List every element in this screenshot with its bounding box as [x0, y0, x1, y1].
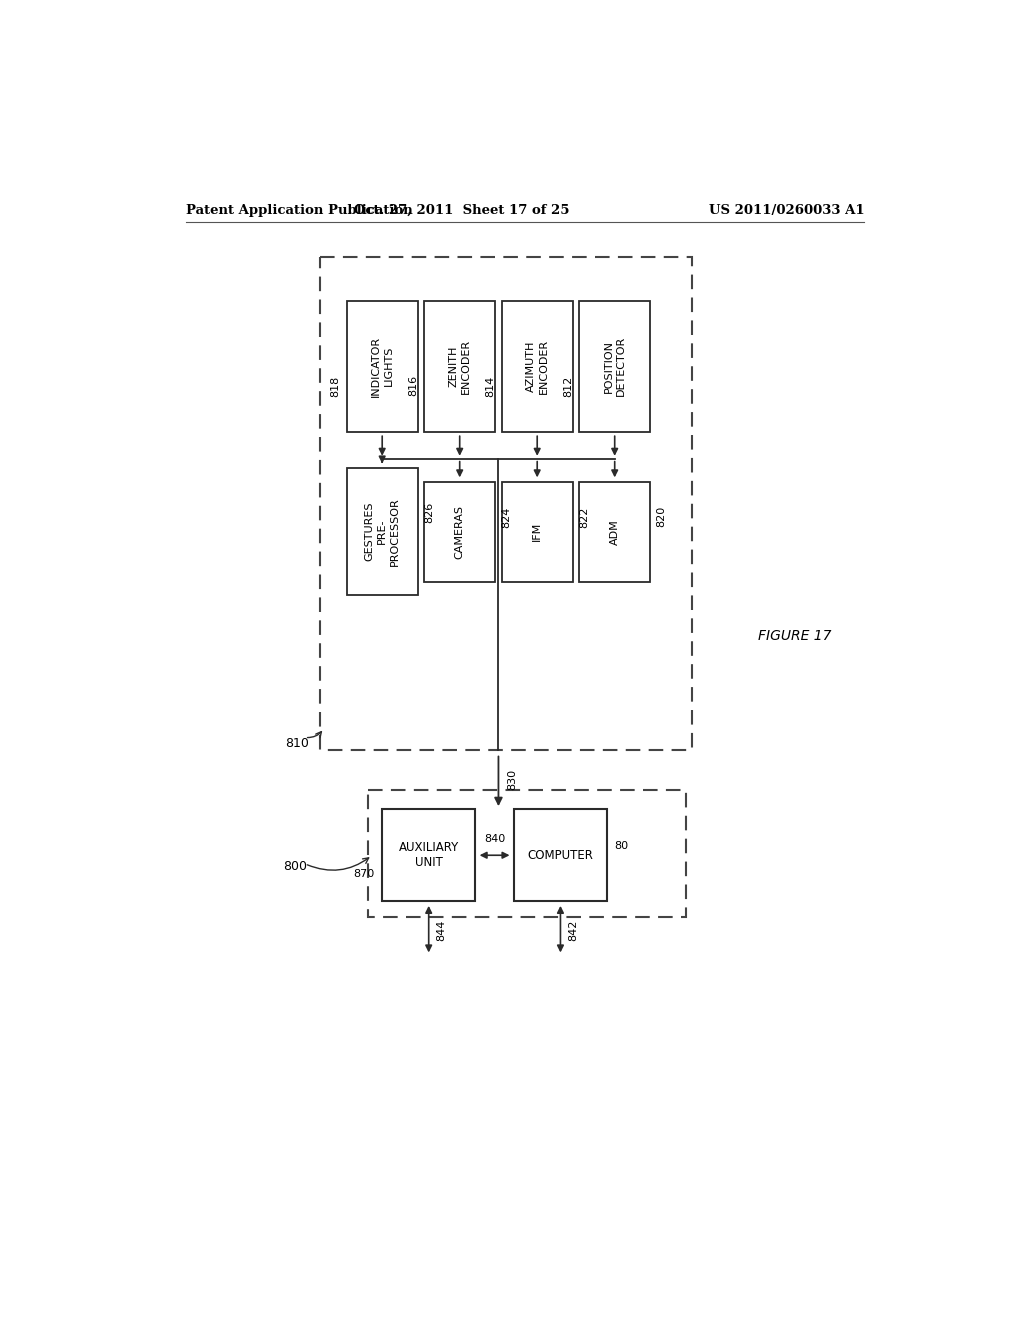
Bar	[346, 469, 418, 595]
Text: 816: 816	[408, 375, 418, 396]
Text: ZENITH
ENCODER: ZENITH ENCODER	[449, 339, 471, 393]
Text: COMPUTER: COMPUTER	[527, 849, 593, 862]
Text: IFM: IFM	[532, 523, 542, 541]
Bar	[579, 301, 650, 432]
Bar	[346, 301, 418, 432]
Text: POSITION
DETECTOR: POSITION DETECTOR	[603, 337, 626, 396]
Text: 842: 842	[568, 920, 579, 941]
Text: 820: 820	[656, 506, 667, 528]
Text: 80: 80	[614, 841, 629, 851]
Text: 822: 822	[579, 506, 589, 528]
Text: 814: 814	[485, 375, 496, 396]
Bar	[321, 257, 692, 750]
Text: INDICATOR
LIGHTS: INDICATOR LIGHTS	[371, 335, 393, 397]
Bar	[369, 789, 686, 917]
Bar	[502, 482, 572, 582]
Text: 810: 810	[285, 737, 309, 750]
Text: 870: 870	[353, 869, 375, 879]
Text: US 2011/0260033 A1: US 2011/0260033 A1	[709, 205, 864, 218]
Text: 830: 830	[508, 768, 518, 789]
Bar	[424, 301, 496, 432]
Text: 824: 824	[502, 506, 512, 528]
Text: 844: 844	[436, 920, 446, 941]
Text: 812: 812	[563, 375, 572, 396]
Bar	[382, 809, 475, 902]
Text: AUXILIARY
UNIT: AUXILIARY UNIT	[398, 841, 459, 870]
Text: GESTURES
PRE-
PROCESSOR: GESTURES PRE- PROCESSOR	[365, 498, 399, 566]
Text: 826: 826	[424, 502, 434, 523]
Text: 818: 818	[331, 375, 340, 396]
Bar	[514, 809, 607, 902]
Text: Patent Application Publication: Patent Application Publication	[186, 205, 413, 218]
Text: AZIMUTH
ENCODER: AZIMUTH ENCODER	[526, 339, 549, 393]
Text: FIGURE 17: FIGURE 17	[758, 628, 831, 643]
Text: 840: 840	[484, 834, 505, 845]
Bar	[579, 482, 650, 582]
Bar	[424, 482, 496, 582]
Text: 800: 800	[283, 861, 306, 874]
Text: CAMERAS: CAMERAS	[455, 504, 465, 558]
Text: ADM: ADM	[609, 519, 620, 545]
Text: Oct. 27, 2011  Sheet 17 of 25: Oct. 27, 2011 Sheet 17 of 25	[353, 205, 569, 218]
Bar	[502, 301, 572, 432]
